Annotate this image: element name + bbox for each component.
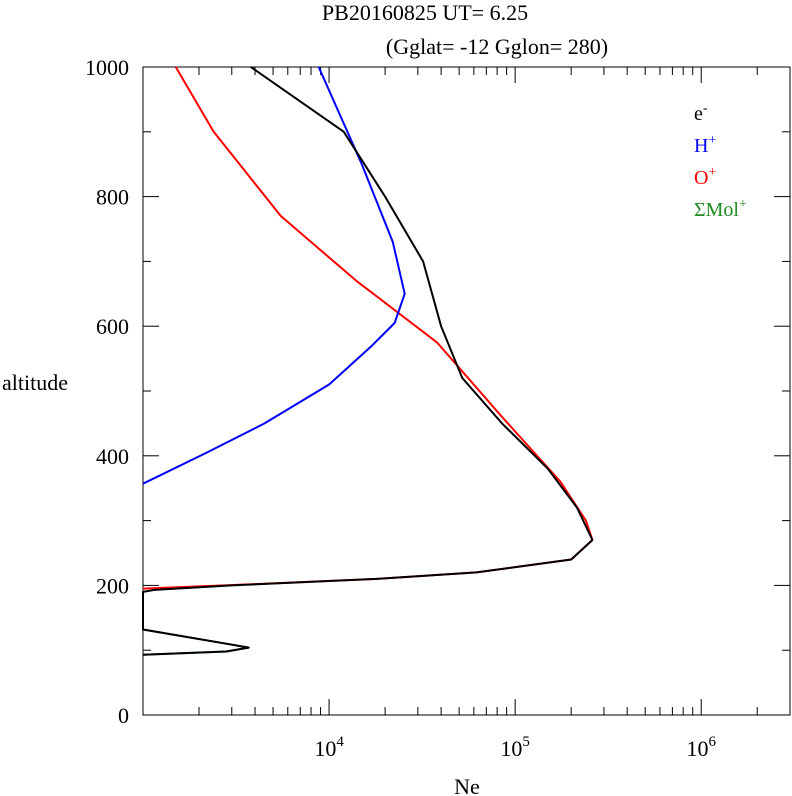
legend-entry: H+	[694, 133, 716, 157]
x-tick-label: 106	[686, 734, 716, 761]
y-tick-label: 600	[96, 314, 129, 339]
legend-entry: O+	[694, 165, 716, 189]
y-axis-ticks: 0 200 400 600 800 1000	[85, 55, 790, 728]
legend-entry: ΣMol+	[694, 197, 747, 221]
x-axis-label: Ne	[454, 774, 480, 796]
y-tick-label: 0	[118, 703, 129, 728]
x-axis-ticks: 104 105 106	[314, 67, 716, 761]
series-line-oxygen-ion	[142, 66, 594, 590]
x-tick-label: 105	[500, 734, 530, 761]
y-tick-label: 1000	[85, 55, 129, 80]
legend: e- H+ O+ ΣMol+	[694, 101, 747, 221]
series-line-electron	[142, 66, 594, 656]
chart-title-line1: PB20160825 UT= 6.25	[322, 0, 528, 25]
chart-title-line2: (Gglat= -12 Gglon= 280)	[386, 34, 608, 59]
x-tick-label: 104	[314, 734, 344, 761]
y-tick-label: 200	[96, 573, 129, 598]
minor-ticks	[143, 67, 791, 715]
legend-entry: e-	[694, 101, 708, 125]
y-tick-label: 400	[96, 444, 129, 469]
y-axis-label: altitude	[2, 370, 68, 395]
series-layer	[142, 66, 594, 656]
series-line-hydrogen-ion	[142, 66, 406, 485]
y-tick-label: 800	[96, 185, 129, 210]
